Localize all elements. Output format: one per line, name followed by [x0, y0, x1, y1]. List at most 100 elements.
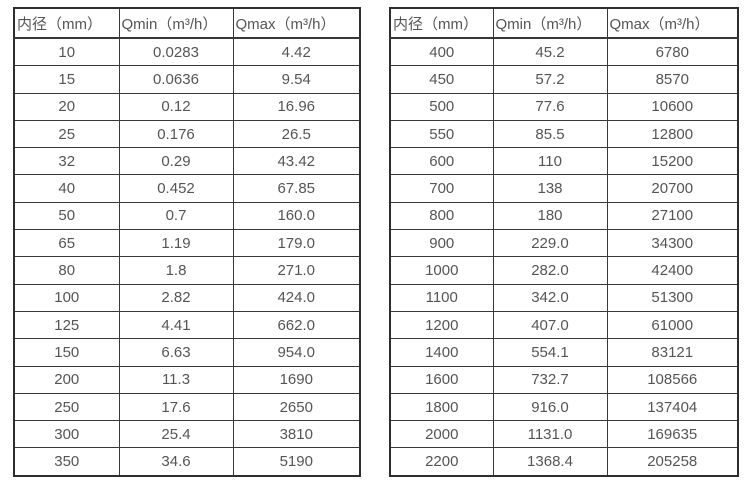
table-cell: 77.6 [492, 92, 608, 121]
table-cell: 45.2 [492, 37, 608, 67]
table-row: 50 0.7 160.0 [13, 201, 361, 231]
table-cell: 34300 [606, 229, 739, 258]
table-cell: 67.85 [232, 174, 361, 203]
table-cell: 20700 [606, 174, 739, 203]
table-cell: 1200 [389, 310, 494, 340]
table-cell: 732.7 [492, 365, 608, 394]
flow-table-large-diameters: 内径（mm） Qmin（m³/h） Qmax（m³/h） 400 45.2 6780 45… [389, 7, 739, 477]
table-cell: 25.4 [118, 420, 234, 449]
table-row: 150 6.63 954.0 [13, 338, 361, 367]
table-cell: 271.0 [232, 256, 361, 285]
table-cell: 3810 [232, 420, 361, 449]
table-cell: 500 [389, 92, 494, 121]
table-cell: 229.0 [492, 229, 608, 258]
table-cell: 0.176 [118, 119, 234, 149]
table-row: 400 45.2 6780 [389, 37, 739, 67]
table-cell: 400 [389, 37, 494, 67]
table-cell: 5190 [232, 447, 361, 477]
table-row: 1200 407.0 61000 [389, 310, 739, 340]
table-cell: 2200 [389, 447, 494, 477]
table-cell: 662.0 [232, 310, 361, 340]
table-cell: 916.0 [492, 392, 608, 422]
table-cell: 1100 [389, 283, 494, 312]
table-cell: 138 [492, 174, 608, 203]
table-cell: 6780 [606, 37, 739, 67]
table-cell: 424.0 [232, 283, 361, 312]
table-cell: 2000 [389, 420, 494, 449]
table-cell: 179.0 [232, 229, 361, 258]
header-row: 内径（mm） Qmin（m³/h） Qmax（m³/h） [389, 7, 739, 39]
table-cell: 100 [13, 283, 120, 312]
table-cell: 4.42 [232, 37, 361, 67]
table-cell: 350 [13, 447, 120, 477]
table-cell: 16.96 [232, 92, 361, 121]
table-cell: 20 [13, 92, 120, 121]
table-row: 1800 916.0 137404 [389, 392, 739, 422]
table-cell: 137404 [606, 392, 739, 422]
table-cell: 65 [13, 229, 120, 258]
table-cell: 554.1 [492, 338, 608, 367]
table-cell: 200 [13, 365, 120, 394]
table-cell: 2650 [232, 392, 361, 422]
table-cell: 61000 [606, 310, 739, 340]
table-row: 32 0.29 43.42 [13, 147, 361, 176]
header-row: 内径（mm） Qmin（m³/h） Qmax（m³/h） [13, 7, 361, 39]
column-header: Qmax（m³/h） [606, 7, 739, 39]
table-cell: 34.6 [118, 447, 234, 477]
table-cell: 8570 [606, 65, 739, 94]
table-cell: 1800 [389, 392, 494, 422]
table-cell: 51300 [606, 283, 739, 312]
table-row: 65 1.19 179.0 [13, 229, 361, 258]
table-cell: 1600 [389, 365, 494, 394]
table-cell: 180 [492, 201, 608, 231]
table-row: 350 34.6 5190 [13, 447, 361, 477]
table-cell: 900 [389, 229, 494, 258]
table-cell: 10 [13, 37, 120, 67]
table-row: 550 85.5 12800 [389, 119, 739, 149]
table-cell: 12800 [606, 119, 739, 149]
table-row: 10 0.0283 4.42 [13, 37, 361, 67]
table-cell: 1.8 [118, 256, 234, 285]
table-cell: 1.19 [118, 229, 234, 258]
table-row: 40 0.452 67.85 [13, 174, 361, 203]
table-cell: 150 [13, 338, 120, 367]
table-cell: 25 [13, 119, 120, 149]
table-cell: 27100 [606, 201, 739, 231]
table-cell: 0.0283 [118, 37, 234, 67]
table-row: 15 0.0636 9.54 [13, 65, 361, 94]
table-row: 250 17.6 2650 [13, 392, 361, 422]
table-cell: 17.6 [118, 392, 234, 422]
table-cell: 407.0 [492, 310, 608, 340]
table-cell: 11.3 [118, 365, 234, 394]
table-row: 500 77.6 10600 [389, 92, 739, 121]
table-row: 25 0.176 26.5 [13, 119, 361, 149]
table-row: 1000 282.0 42400 [389, 256, 739, 285]
table-cell: 43.42 [232, 147, 361, 176]
table-row: 450 57.2 8570 [389, 65, 739, 94]
table-row: 800 180 27100 [389, 201, 739, 231]
table-row: 300 25.4 3810 [13, 420, 361, 449]
table-cell: 0.29 [118, 147, 234, 176]
table-cell: 342.0 [492, 283, 608, 312]
table-cell: 1368.4 [492, 447, 608, 477]
table-cell: 0.12 [118, 92, 234, 121]
table-cell: 600 [389, 147, 494, 176]
table-cell: 282.0 [492, 256, 608, 285]
table-cell: 0.0636 [118, 65, 234, 94]
table-cell: 954.0 [232, 338, 361, 367]
table-cell: 2.82 [118, 283, 234, 312]
table-cell: 169635 [606, 420, 739, 449]
table-row: 600 110 15200 [389, 147, 739, 176]
table-row: 1100 342.0 51300 [389, 283, 739, 312]
table-cell: 160.0 [232, 201, 361, 231]
table-cell: 0.452 [118, 174, 234, 203]
table-cell: 800 [389, 201, 494, 231]
table-cell: 1000 [389, 256, 494, 285]
column-header: Qmin（m³/h） [492, 7, 608, 39]
table-cell: 550 [389, 119, 494, 149]
table-cell: 0.7 [118, 201, 234, 231]
column-header: 内径（mm） [389, 7, 494, 39]
table-cell: 32 [13, 147, 120, 176]
table-cell: 108566 [606, 365, 739, 394]
table-cell: 4.41 [118, 310, 234, 340]
